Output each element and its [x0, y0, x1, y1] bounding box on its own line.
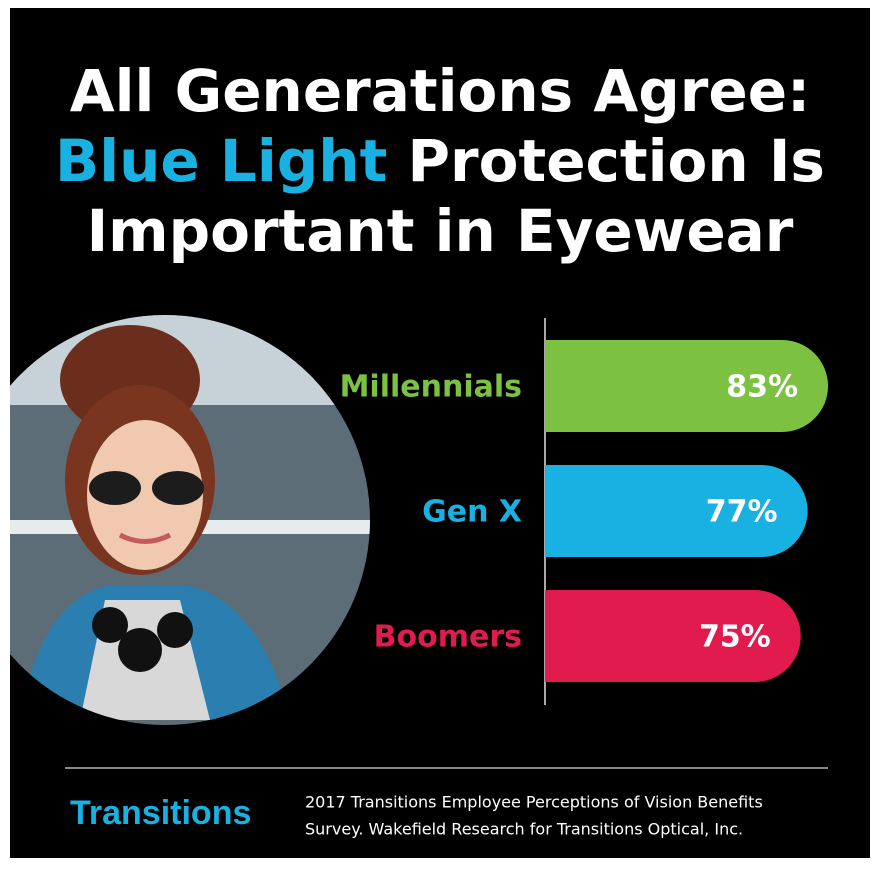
value-label: 83% [726, 370, 798, 405]
bar [545, 590, 801, 682]
title-highlight: Blue Light [55, 127, 387, 195]
category-label: Millennials [340, 370, 522, 405]
brand-logo: Transitions [70, 794, 251, 832]
source-line: 2017 Transitions Employee Perceptions of… [305, 793, 763, 812]
title-line: Important in Eyewear [87, 197, 794, 265]
source-line: Survey. Wakefield Research for Transitio… [305, 820, 743, 839]
title-rest: Protection Is [408, 127, 825, 195]
title-line: Blue Light Protection Is [55, 127, 825, 195]
category-label: Boomers [374, 620, 522, 655]
bar [545, 465, 808, 557]
category-label: Gen X [422, 495, 522, 530]
value-label: 77% [706, 495, 778, 530]
bar [545, 340, 829, 432]
photo [10, 315, 370, 725]
value-label: 75% [699, 620, 771, 655]
title-line: All Generations Agree: [70, 57, 811, 125]
